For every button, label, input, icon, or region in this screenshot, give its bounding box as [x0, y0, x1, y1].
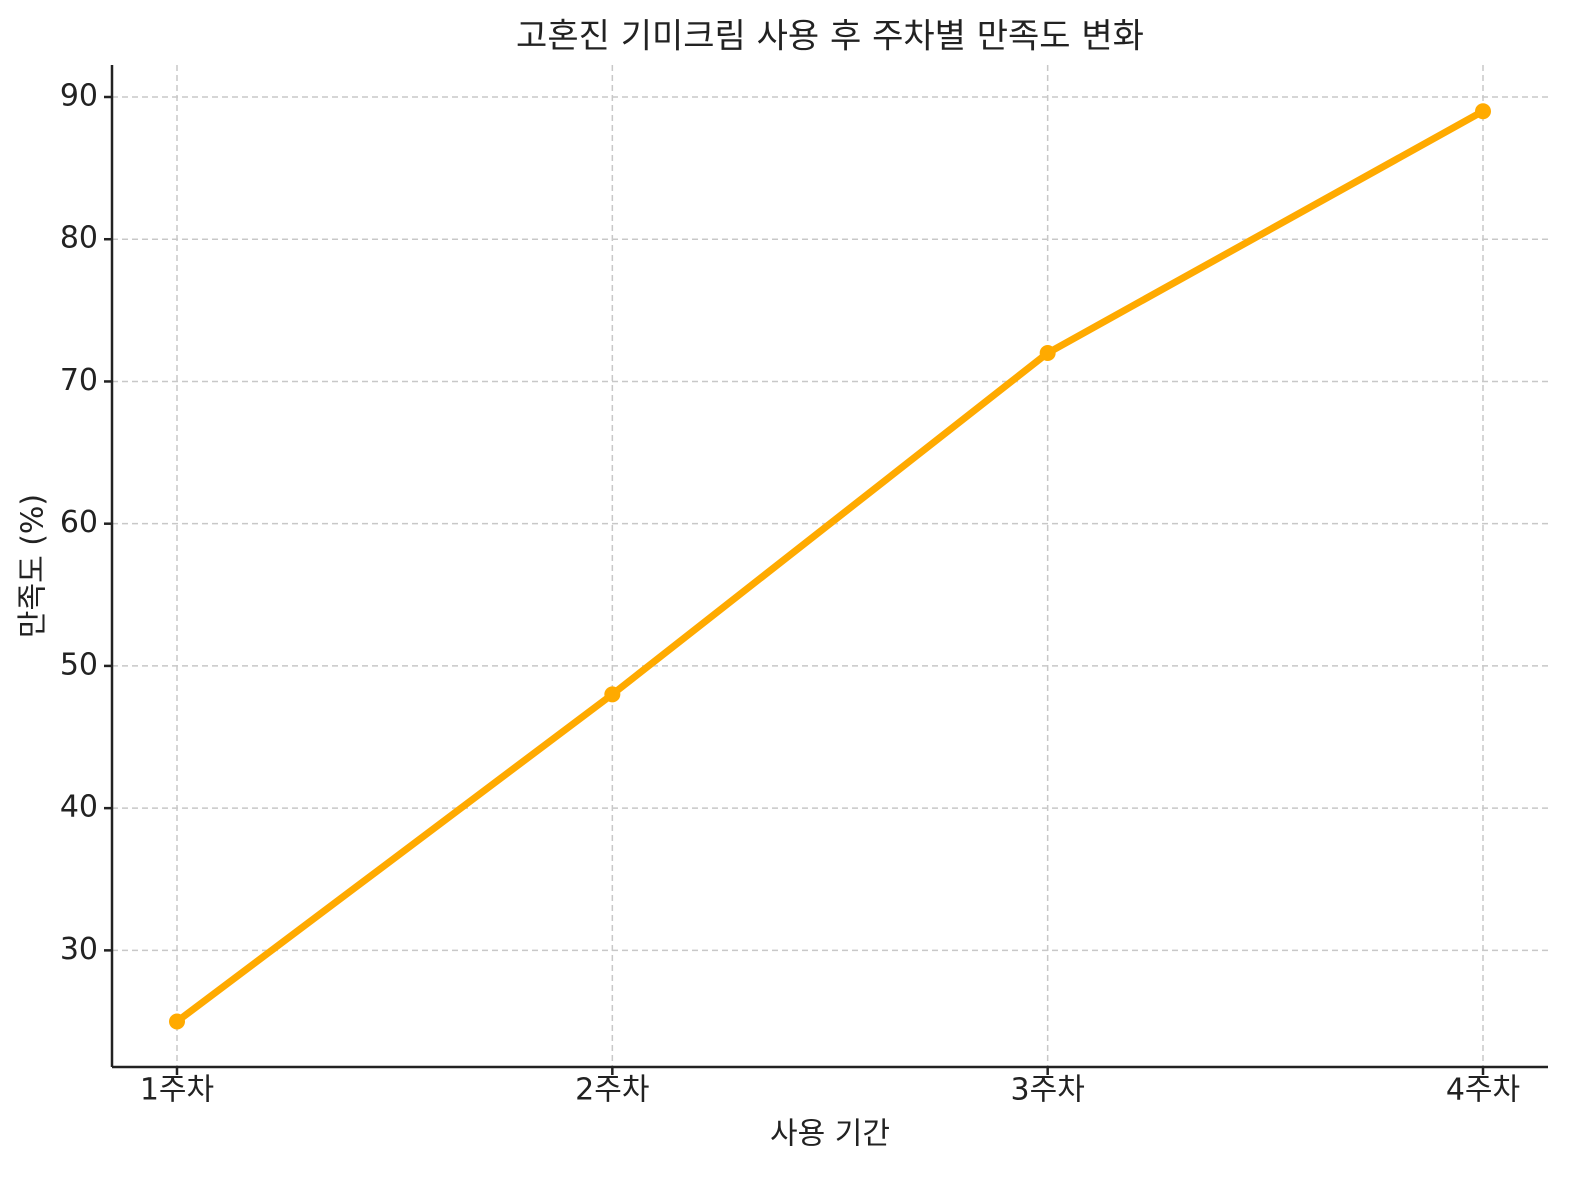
y-tick-label: 70	[60, 363, 98, 398]
chart-title: 고혼진 기미크림 사용 후 주차별 만족도 변화	[516, 17, 1144, 57]
marker	[604, 686, 621, 703]
x-tick-label: 2주차	[575, 1073, 649, 1108]
y-tick-label: 60	[60, 505, 98, 540]
y-tick-label: 50	[60, 647, 98, 682]
y-tick-label: 30	[60, 932, 98, 967]
y-axis-label: 만족도 (%)	[16, 494, 51, 638]
marker	[169, 1013, 185, 1030]
y-tick-label: 90	[60, 79, 98, 114]
y-tick-label: 40	[60, 790, 98, 825]
marker	[1475, 103, 1491, 120]
x-tick-label: 4주차	[1446, 1073, 1520, 1108]
line	[174, 108, 1485, 1025]
y-tick-label: 80	[60, 221, 98, 256]
x-tick-label: 3주차	[1011, 1073, 1085, 1108]
x-axis-label: 사용 기간	[770, 1117, 890, 1152]
marker	[1039, 345, 1056, 362]
x-tick-label: 1주차	[140, 1073, 214, 1108]
